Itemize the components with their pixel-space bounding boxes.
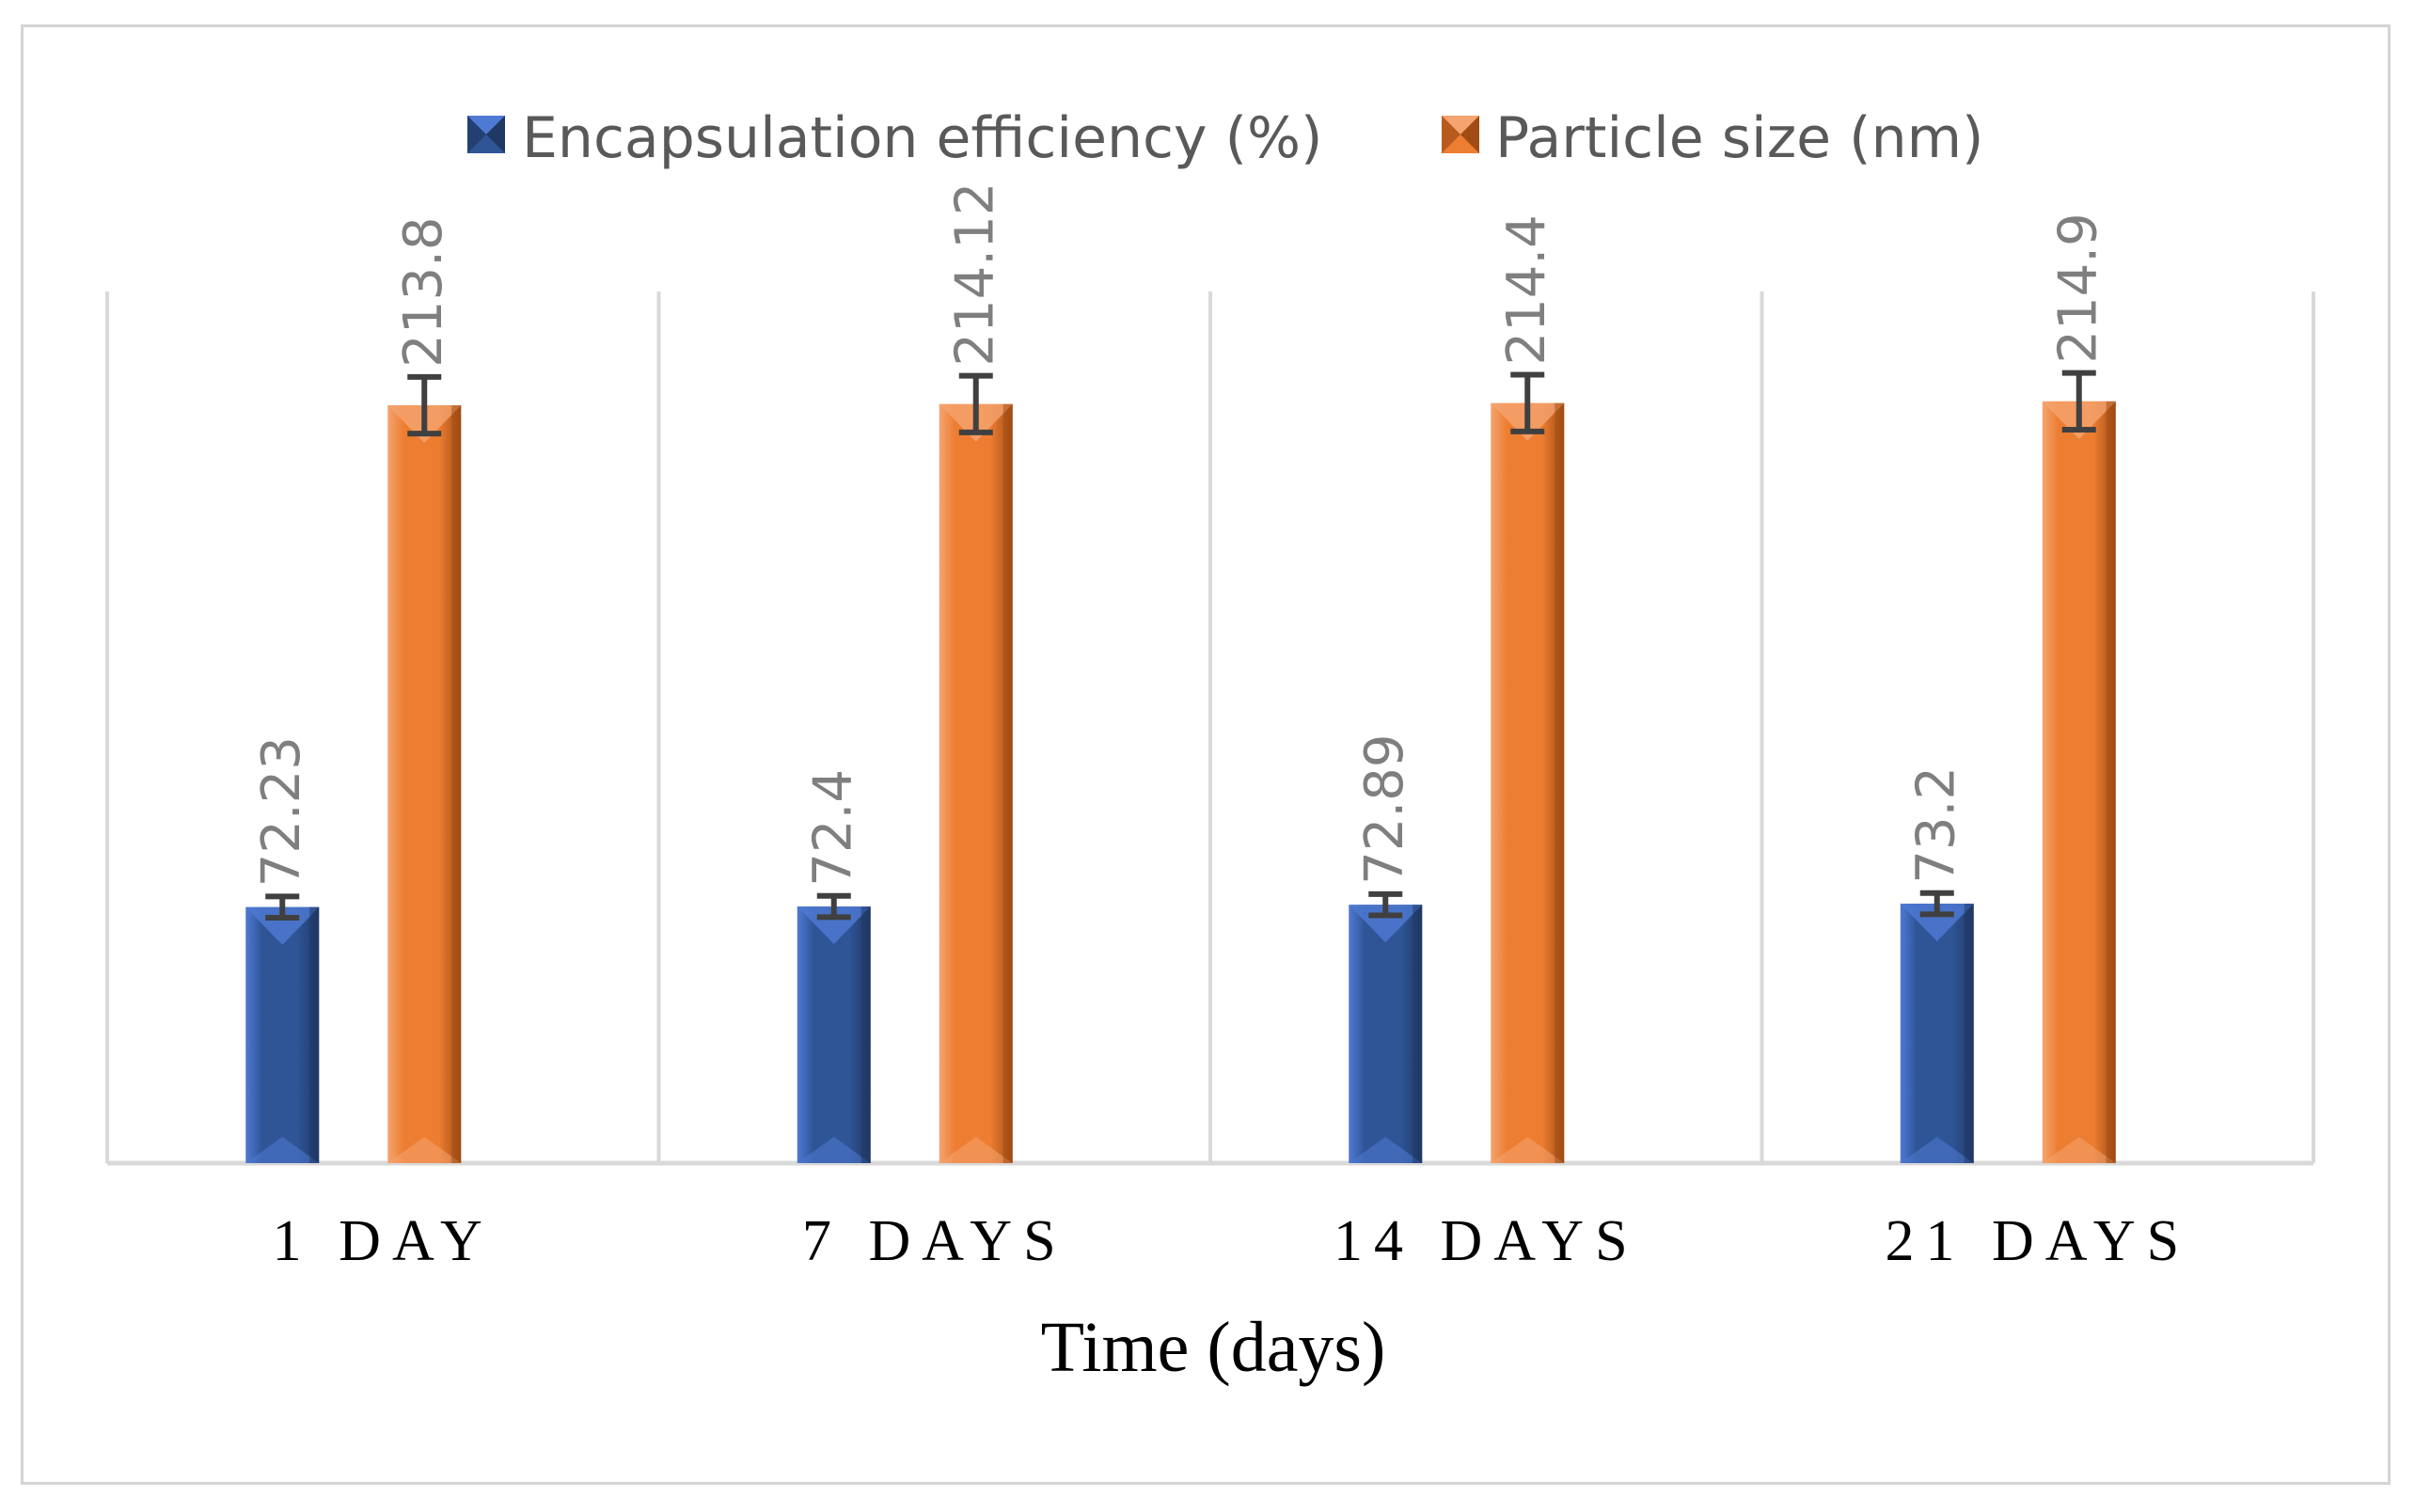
bar-particle-size-1-day <box>387 404 462 1163</box>
data-label-particle-size-21-days: 214.9 <box>2048 213 2109 363</box>
bar-encapsulation-21-days <box>1900 904 1974 1163</box>
x-tick-labels: 1 DAY 7 DAYS 14 DAYS 21 DAYS <box>273 1209 2190 1273</box>
bar-particle-size-14-days <box>1491 402 1565 1163</box>
data-label-particle-size-14-days: 214.4 <box>1496 214 1557 365</box>
error-bar-encapsulation-7-days <box>816 892 851 921</box>
bar-particle-size-21-days <box>2042 401 2116 1163</box>
x-tick-label-14-days: 14 DAYS <box>1334 1209 1639 1273</box>
bar-encapsulation-1-day <box>245 906 320 1163</box>
error-bar-encapsulation-21-days <box>1919 890 1954 918</box>
bar-particle-size-7-days <box>939 403 1013 1164</box>
legend: Encapsulation efficiency (%) Particle si… <box>467 105 1983 171</box>
legend-label-encapsulation: Encapsulation efficiency (%) <box>522 105 1322 171</box>
x-tick-label-7-days: 7 DAYS <box>802 1209 1067 1273</box>
error-bar-particle-size-21-days <box>2061 370 2096 433</box>
x-axis-title: Time (days) <box>1041 1308 1386 1387</box>
bar-encapsulation-14-days <box>1349 905 1423 1163</box>
error-bar-particle-size-14-days <box>1510 371 1545 434</box>
data-label-encapsulation-14-days: 72.89 <box>1354 734 1415 885</box>
data-label-encapsulation-21-days: 73.2 <box>1906 766 1967 884</box>
data-label-particle-size-1-day: 213.8 <box>393 216 454 367</box>
data-label-encapsulation-1-day: 72.23 <box>251 736 312 887</box>
legend-marker-encapsulation <box>467 116 505 153</box>
error-bar-particle-size-7-days <box>958 372 993 435</box>
error-bar-encapsulation-1-day <box>265 893 300 921</box>
legend-item-encapsulation: Encapsulation efficiency (%) <box>467 105 1322 171</box>
error-bar-particle-size-1-day <box>407 373 442 437</box>
error-bar-encapsulation-14-days <box>1368 890 1403 919</box>
x-tick-label-1-day: 1 DAY <box>273 1209 494 1273</box>
plot-area: 72.23 213.8 72.4 214.12 72.89 214.4 73.2 214.9 <box>105 182 2315 1166</box>
x-tick-label-21-days: 21 DAYS <box>1885 1209 2190 1273</box>
legend-item-particle-size: Particle size (nm) <box>1442 105 1983 171</box>
legend-label-particle-size: Particle size (nm) <box>1495 105 1983 171</box>
legend-marker-particle-size <box>1442 116 1479 153</box>
data-label-encapsulation-7-days: 72.4 <box>803 769 864 887</box>
data-label-particle-size-7-days: 214.12 <box>945 182 1006 367</box>
bar-encapsulation-7-days <box>797 906 871 1163</box>
